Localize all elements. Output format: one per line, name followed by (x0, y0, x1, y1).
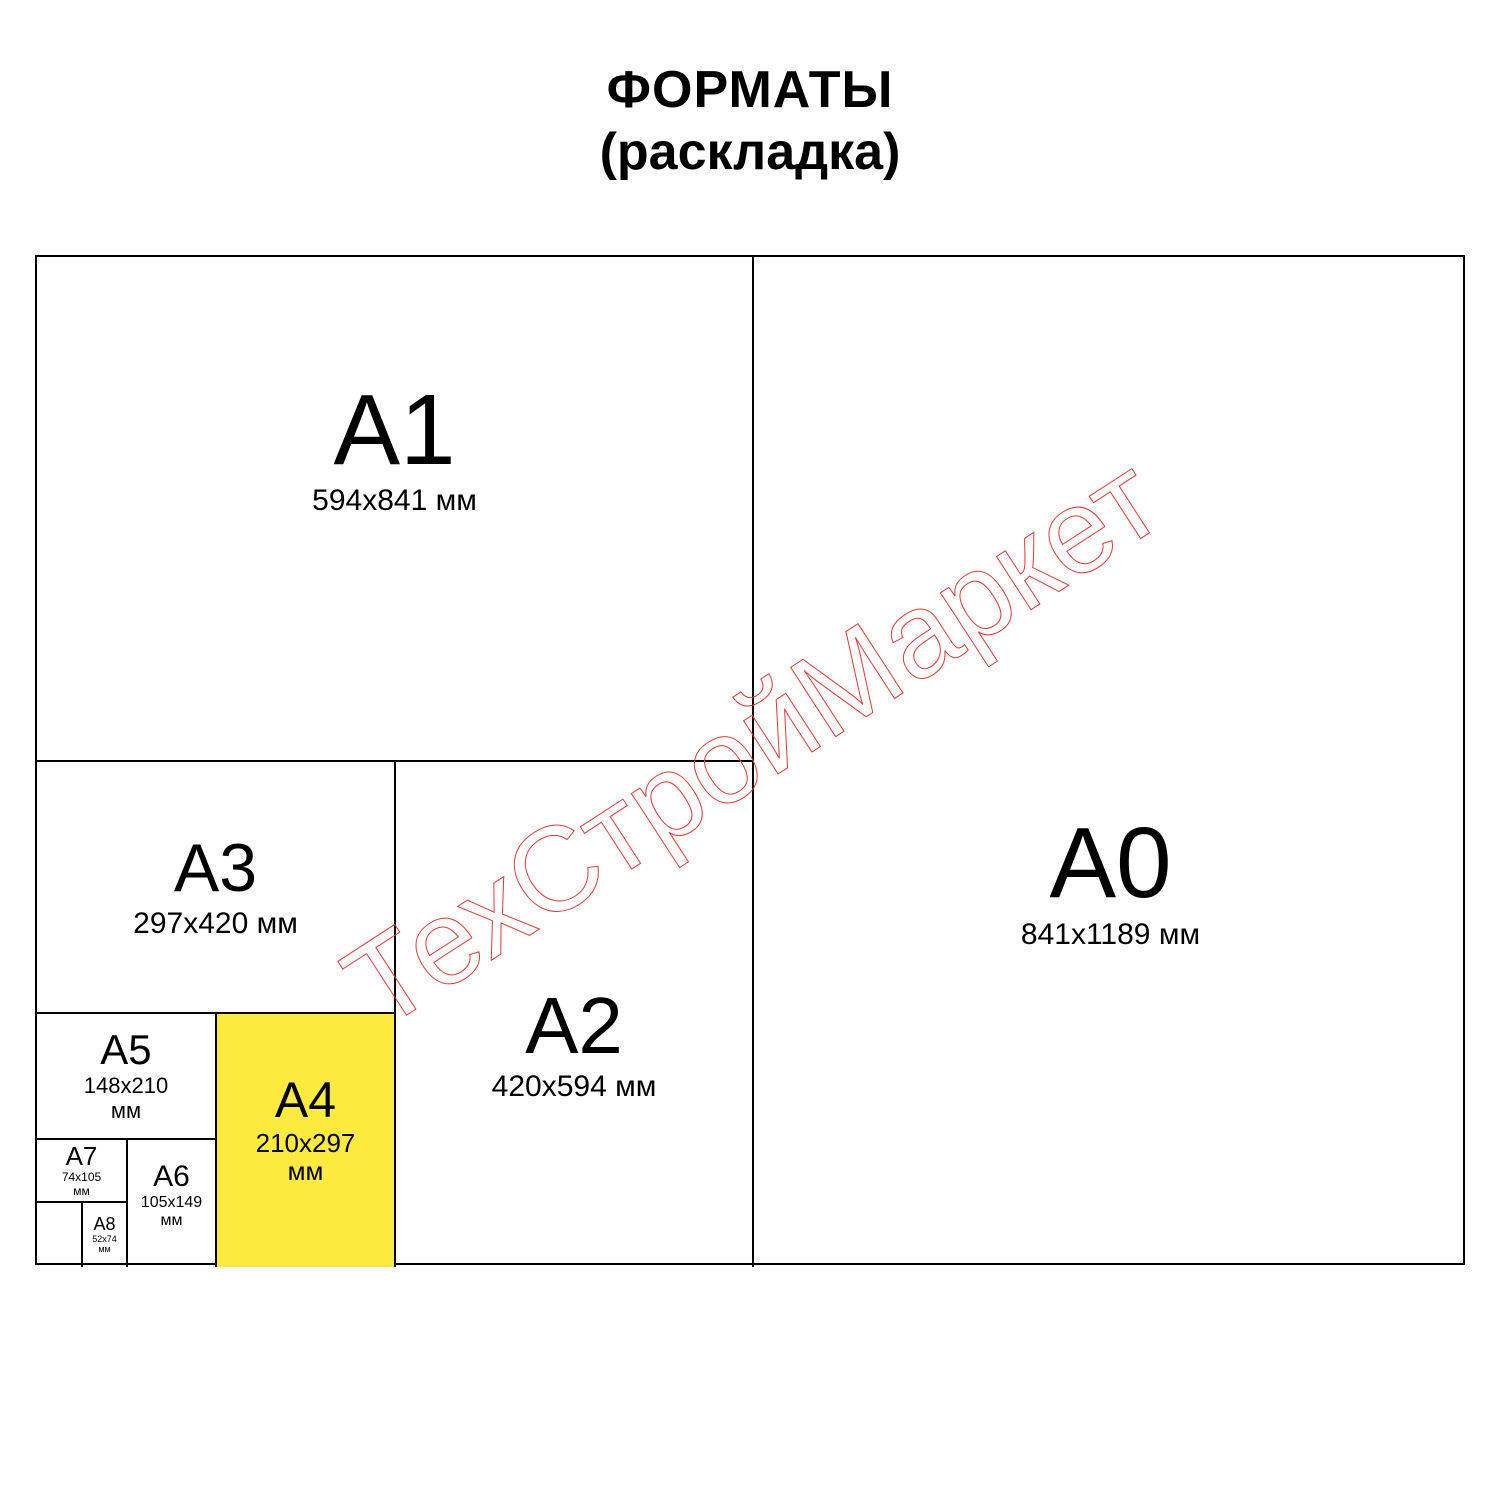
format-label: A4 (256, 1075, 356, 1125)
format-label: A6 (141, 1162, 202, 1192)
format-label-wrap: A2 420x594 мм (492, 986, 657, 1104)
format-label-wrap: A3 297x420 мм (133, 834, 298, 940)
format-a4: A4210x297мм (215, 1014, 394, 1267)
title-block: ФОРМАТЫ (раскладка) (0, 60, 1500, 182)
format-dimensions: 52x74мм (92, 1235, 117, 1255)
format-label: A5 (84, 1029, 168, 1071)
format-a6: A6105x149мм (126, 1140, 215, 1267)
format-dimensions: 594x841 мм (312, 484, 477, 517)
format-a8: A8 52x74мм (81, 1203, 126, 1267)
format-a7: A774x105мм (37, 1140, 126, 1203)
format-dimensions: 74x105мм (62, 1171, 101, 1197)
format-label-wrap: A774x105мм (62, 1143, 101, 1197)
format-label: A2 (492, 986, 657, 1066)
format-dimensions: 105x149мм (141, 1194, 202, 1229)
format-dimensions: 148x210мм (84, 1074, 168, 1122)
format-label: A3 (133, 834, 298, 902)
format-label-wrap: A0 841x1189 мм (1021, 813, 1200, 951)
format-label: A7 (62, 1143, 101, 1169)
format-label: A1 (312, 380, 477, 480)
format-label: A8 (92, 1215, 117, 1233)
format-dimensions: 841x1189 мм (1021, 918, 1200, 951)
page: ФОРМАТЫ (раскладка) A0 841x1189 мм A1 594x8… (0, 0, 1500, 1500)
format-a3: A3 297x420 мм (37, 762, 394, 1014)
format-label-wrap: A5148x210мм (84, 1029, 168, 1123)
paper-size-diagram: A0 841x1189 мм A1 594x841 мм A2 420x594 мм A3 2… (35, 255, 1465, 1265)
format-label-wrap: A4210x297мм (256, 1075, 356, 1186)
format-label-wrap: A1 594x841 мм (312, 380, 477, 518)
format-label: A0 (1021, 813, 1200, 913)
format-dimensions: 420x594 мм (492, 1070, 657, 1103)
format-dimensions: 210x297мм (256, 1129, 356, 1186)
format-label-wrap: A6105x149мм (141, 1162, 202, 1230)
title-line-1: ФОРМАТЫ (0, 60, 1500, 120)
format-dimensions: 297x420 мм (133, 907, 298, 940)
format-label-wrap: A8 52x74мм (92, 1215, 117, 1255)
format-a1: A1 594x841 мм (37, 257, 752, 762)
format-a5: A5148x210мм (37, 1014, 215, 1140)
format-a2: A2 420x594 мм (394, 762, 752, 1267)
format-a0: A0 841x1189 мм (752, 257, 1467, 1267)
title-line-2: (раскладка) (0, 122, 1500, 182)
